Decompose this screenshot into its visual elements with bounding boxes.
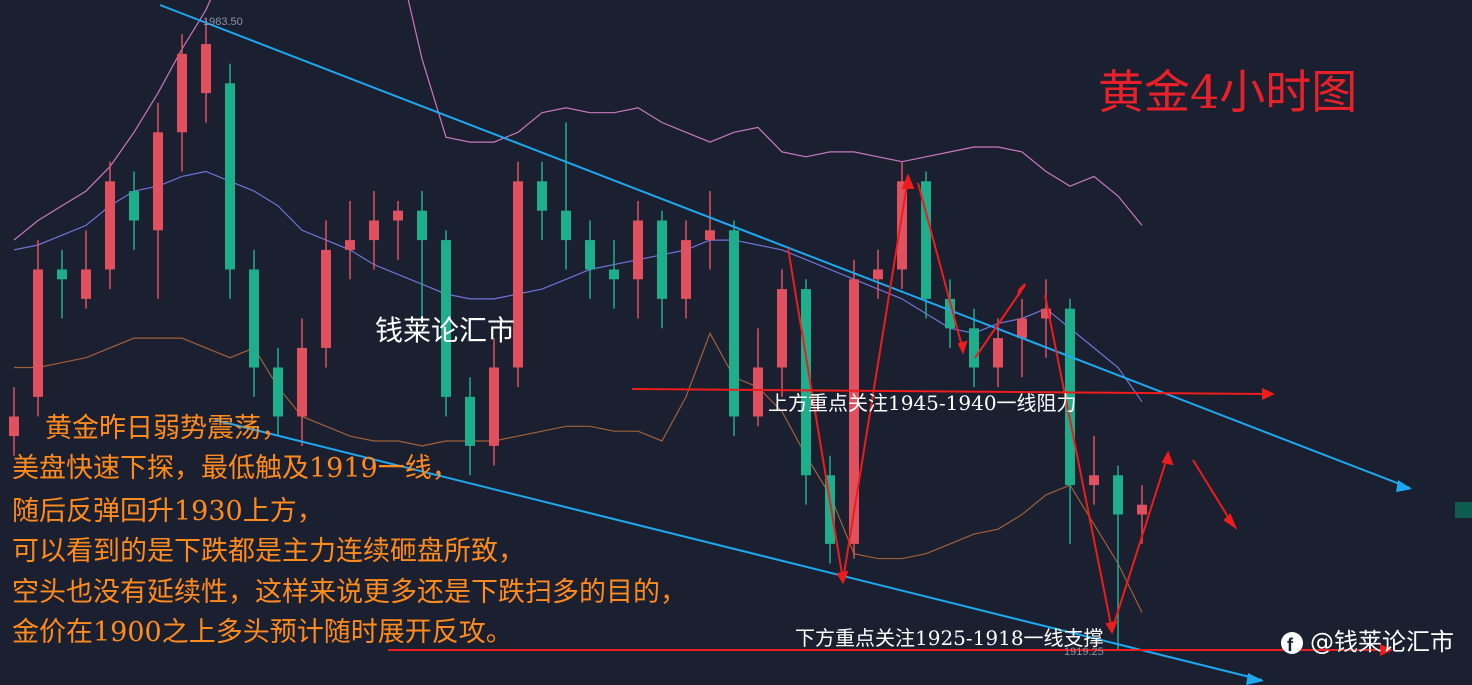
band-line [14, 331, 1143, 613]
candle-body [561, 210, 571, 241]
candle-body [393, 210, 403, 221]
candle-body [249, 269, 259, 368]
candle-body [633, 220, 643, 280]
note-line: 黄金昨日弱势震荡， [45, 413, 288, 444]
candle-body [345, 240, 355, 250]
high-label: 1983.50 [203, 16, 243, 28]
candle-body [489, 367, 499, 446]
arrow-heads [836, 173, 1238, 635]
candle-body [441, 240, 451, 397]
candle-body [9, 416, 19, 437]
trend-line [159, 4, 1411, 489]
band-line [13, 170, 1143, 403]
candle-body [1113, 475, 1123, 515]
candle-body [777, 289, 787, 368]
candle-body [753, 367, 763, 417]
candle-body [585, 240, 595, 270]
candle-body [273, 367, 283, 417]
candle-body [57, 269, 67, 280]
candle-body [321, 249, 331, 348]
price-marker [1455, 502, 1472, 518]
candle-body [1017, 318, 1027, 339]
support-label: 下方重点关注1925-1918一线支撑 [795, 626, 1104, 650]
candle-body [1137, 504, 1147, 515]
arrow [1262, 388, 1275, 400]
plot [9, 0, 1147, 650]
candle-body [1065, 308, 1075, 486]
candle-body [153, 132, 163, 231]
candle-body [897, 181, 907, 270]
note-line: 可以看到的是下跌都是主力连续砸盘所致， [12, 536, 525, 567]
candle-body [225, 83, 235, 270]
candle-body [33, 269, 43, 397]
annotations [159, 4, 1412, 685]
note-line: 金价在1900之上多头预计随时展开反攻。 [12, 617, 513, 648]
candle-body [609, 269, 619, 280]
candle-body [369, 220, 379, 241]
candle-body [921, 181, 931, 299]
candle-body [945, 298, 955, 329]
candle-body [1089, 475, 1099, 486]
trend-line [214, 419, 1263, 681]
band-line [13, 0, 1143, 241]
arrow [1380, 644, 1393, 656]
candle-body [201, 44, 211, 94]
social-icon [1281, 632, 1303, 654]
note-line: 随后反弹回升1930上方， [12, 496, 324, 527]
icon-glyph: f [1287, 635, 1294, 655]
candle-body [177, 53, 187, 133]
note-line: 美盘快速下探，最低触及1919一线， [12, 453, 459, 484]
watermark: 钱莱论汇市 [375, 314, 515, 347]
resistance-label: 上方重点关注1945-1940一线阻力 [768, 391, 1077, 415]
candle-body [705, 230, 715, 241]
candle-body [849, 279, 859, 544]
candle-body [681, 240, 691, 299]
arrow [1396, 480, 1412, 492]
candle-body [537, 181, 547, 211]
candle-body [969, 328, 979, 368]
arrow [1246, 673, 1264, 685]
low-label: 1919.25 [1064, 646, 1104, 658]
candle-body [657, 220, 667, 299]
chart-title: 黄金4小时图 [1098, 65, 1357, 119]
resistance-line [631, 388, 1266, 395]
candle-body [105, 181, 115, 270]
candle-body [729, 230, 739, 417]
candle-body [81, 269, 91, 299]
candle-body [297, 347, 307, 417]
candle-body [417, 210, 427, 241]
candle-body [873, 269, 883, 280]
candle-body [993, 338, 1003, 368]
candle-body [801, 289, 811, 476]
candle-body [465, 396, 475, 446]
candle-body [825, 475, 835, 544]
footer: @钱莱论汇市 [1310, 628, 1454, 656]
note-line: 空头也没有延续性，这样来说更多还是下跌扫多的目的， [12, 577, 687, 608]
candle-body [1041, 308, 1051, 319]
candle-body [513, 181, 523, 368]
candle-body [129, 191, 139, 221]
